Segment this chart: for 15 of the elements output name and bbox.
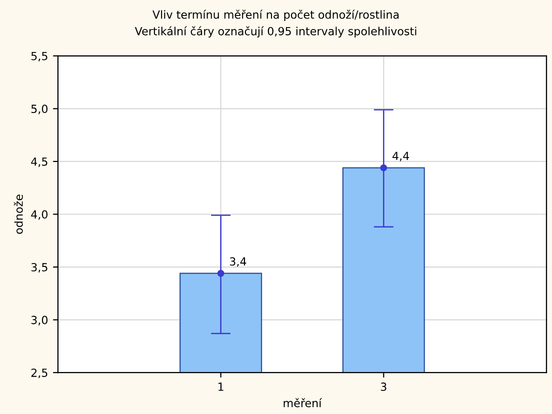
y-axis-title: odnože (14, 194, 23, 234)
y-tick-label: 2,5 (31, 368, 48, 378)
y-tick-label: 5,5 (31, 52, 48, 62)
data-label: 3,4 (230, 257, 246, 267)
x-tick-label: 1 (218, 382, 224, 391)
x-axis-title: měření (284, 398, 322, 408)
chart-subtitle: Vertikální čáry označují 0,95 intervaly spolehlivosti (134, 26, 416, 38)
x-tick-label: 3 (380, 382, 386, 391)
y-tick-label: 3,0 (31, 316, 48, 326)
y-tick-label: 3,5 (31, 263, 48, 273)
y-tick-label: 4,0 (31, 210, 48, 220)
data-label: 4,4 (392, 152, 410, 162)
y-tick-label: 5,0 (31, 104, 48, 114)
chart-title: Vliv termínu měření na počet odnoží/rostlina (152, 10, 399, 21)
y-tick-label: 4,5 (31, 158, 48, 167)
